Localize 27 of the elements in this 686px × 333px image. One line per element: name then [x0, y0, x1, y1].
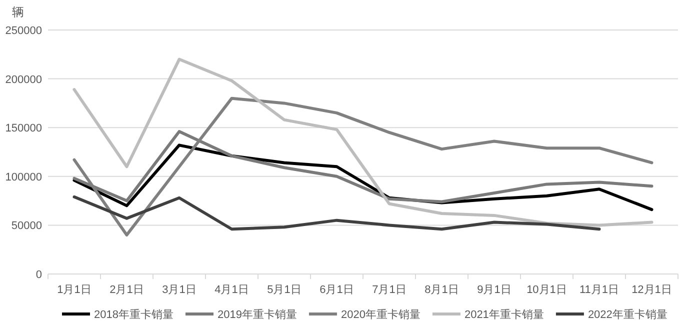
x-tick-label: 10月1日 [526, 284, 567, 296]
x-tick-label: 12月1日 [632, 284, 672, 296]
y-tick-label: 50000 [11, 220, 42, 232]
line-series [72, 58, 654, 227]
line-series [72, 96, 654, 236]
y-tick-label: 200000 [5, 74, 42, 86]
x-tick-label: 3月1日 [162, 284, 196, 296]
y-tick-label: 150000 [5, 122, 42, 135]
x-tick-label: 8月1日 [424, 284, 459, 296]
y-tick-label: 0 [36, 269, 42, 281]
legend-label: 2019年重卡销量 [217, 308, 297, 321]
line-series [72, 195, 601, 231]
x-tick-label: 4月1日 [214, 284, 249, 296]
y-axis-title: 辆 [12, 5, 24, 19]
y-tick-label: 250000 [5, 25, 42, 37]
x-tick-label: 5月1日 [267, 284, 302, 296]
x-tick-label: 9月1日 [477, 284, 512, 296]
legend-label: 2021年重卡销量 [464, 308, 544, 321]
x-tick-label: 7月1日 [372, 284, 406, 296]
x-tick-label: 2月1日 [110, 284, 144, 296]
legend-label: 2020年重卡销量 [340, 308, 420, 321]
y-tick-label: 100000 [5, 171, 42, 184]
x-tick-label: 6月1日 [320, 284, 354, 296]
x-tick-label: 1月1日 [57, 284, 92, 296]
legend-label: 2022年重卡销量 [588, 308, 668, 321]
legend-label: 2018年重卡销量 [94, 308, 174, 321]
x-tick-label: 11月1日 [579, 284, 620, 296]
